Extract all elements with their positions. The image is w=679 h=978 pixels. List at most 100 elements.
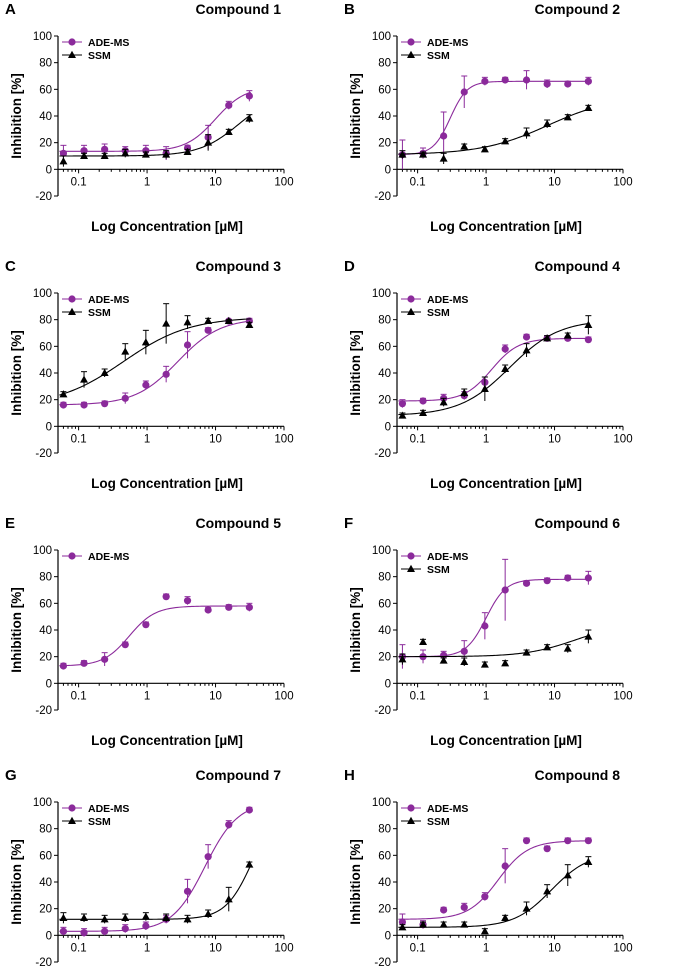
data-point bbox=[162, 913, 171, 921]
y-tick-label: 80 bbox=[39, 315, 52, 327]
legend-item-ssm: SSM bbox=[401, 50, 450, 62]
data-point bbox=[101, 927, 109, 935]
fit-curve-ade-ms bbox=[59, 809, 251, 932]
data-point bbox=[204, 316, 213, 324]
panel-title: Compound 8 bbox=[534, 767, 620, 783]
data-point bbox=[141, 150, 150, 158]
legend-label: SSM bbox=[88, 816, 111, 828]
data-point bbox=[439, 154, 448, 162]
data-point bbox=[460, 647, 468, 655]
data-point bbox=[204, 326, 212, 334]
y-tick-label: -20 bbox=[35, 448, 52, 460]
y-tick-label: 60 bbox=[378, 84, 391, 96]
y-tick-label: 0 bbox=[385, 678, 391, 690]
data-point bbox=[543, 643, 552, 651]
series-ade-ms bbox=[398, 837, 592, 930]
data-point bbox=[183, 597, 192, 605]
legend-marker bbox=[407, 804, 415, 812]
x-tick-label: 1 bbox=[144, 690, 150, 702]
y-tick-label: -20 bbox=[374, 191, 391, 203]
chart-panel-f: F Compound 6 -20 0 20 40 60 80 100 0.1 1 10 100 Log C… bbox=[344, 515, 633, 748]
fit-curve-ade-ms bbox=[59, 91, 251, 152]
data-point bbox=[398, 655, 407, 663]
data-point bbox=[419, 637, 428, 645]
y-axis-label: Inhibition [%] bbox=[348, 73, 363, 158]
data-point bbox=[501, 345, 509, 353]
x-tick-label: 0.1 bbox=[410, 690, 426, 702]
x-tick-label: 10 bbox=[548, 942, 561, 954]
data-point bbox=[501, 586, 509, 594]
data-point bbox=[480, 927, 489, 935]
legend-marker bbox=[407, 295, 415, 303]
data-point bbox=[481, 893, 489, 901]
data-point bbox=[543, 887, 552, 895]
legend-marker bbox=[407, 816, 415, 824]
x-tick-label: 0.1 bbox=[71, 176, 87, 188]
data-point bbox=[439, 920, 448, 928]
data-point bbox=[584, 320, 593, 328]
data-point bbox=[59, 913, 68, 921]
x-axis-label: Log Concentration [µM] bbox=[430, 733, 582, 748]
x-tick-label: 1 bbox=[144, 433, 150, 445]
legend-item-ade-ms: ADE-MS bbox=[62, 551, 129, 563]
data-point bbox=[59, 390, 68, 398]
fit-curve-ade-ms bbox=[398, 337, 590, 402]
legend-label: ADE-MS bbox=[88, 37, 129, 49]
data-point bbox=[121, 347, 130, 355]
series-ade-ms bbox=[59, 90, 253, 162]
data-point bbox=[481, 77, 489, 85]
x-tick-label: 1 bbox=[144, 942, 150, 954]
y-axis-label: Inhibition [%] bbox=[348, 587, 363, 672]
x-tick-label: 100 bbox=[274, 433, 293, 445]
y-axis-label: Inhibition [%] bbox=[9, 330, 24, 415]
y-tick-label: 100 bbox=[372, 545, 391, 557]
fit-curve-ssm bbox=[59, 114, 252, 157]
x-tick-label: 10 bbox=[209, 176, 222, 188]
data-point bbox=[563, 331, 572, 339]
data-point bbox=[204, 606, 212, 614]
data-point bbox=[480, 145, 489, 153]
panel-title: Compound 2 bbox=[534, 1, 620, 17]
data-point bbox=[80, 659, 88, 667]
data-point bbox=[245, 92, 253, 100]
legend-item-ade-ms: ADE-MS bbox=[401, 803, 468, 815]
legend-item-ssm: SSM bbox=[62, 307, 111, 319]
data-point bbox=[543, 577, 551, 585]
y-tick-label: 20 bbox=[39, 138, 52, 150]
data-point bbox=[80, 151, 89, 159]
y-tick-label: -20 bbox=[374, 448, 391, 460]
y-tick-label: 40 bbox=[378, 368, 391, 380]
data-point bbox=[398, 400, 407, 408]
data-point bbox=[584, 103, 593, 111]
legend-marker bbox=[68, 552, 76, 560]
chart-panel-e: E Compound 5 -20 0 20 40 60 80 100 0.1 1 10 100 Log C… bbox=[5, 515, 294, 748]
data-point bbox=[121, 149, 130, 157]
data-point bbox=[460, 142, 469, 150]
y-tick-label: 40 bbox=[39, 625, 52, 637]
data-point bbox=[563, 113, 572, 121]
data-point bbox=[543, 80, 551, 88]
y-tick-label: 40 bbox=[378, 111, 391, 123]
data-point bbox=[522, 579, 531, 587]
legend-label: ADE-MS bbox=[88, 803, 129, 815]
legend-marker bbox=[407, 552, 415, 560]
legend-item-ssm: SSM bbox=[401, 816, 450, 828]
data-point bbox=[419, 920, 428, 928]
y-tick-label: 20 bbox=[378, 138, 391, 150]
panel-letter: E bbox=[5, 515, 15, 532]
y-tick-label: 60 bbox=[39, 84, 52, 96]
data-point bbox=[522, 333, 531, 341]
x-tick-label: 100 bbox=[613, 433, 632, 445]
y-tick-label: 100 bbox=[33, 31, 52, 43]
legend-label: SSM bbox=[88, 50, 111, 62]
y-tick-label: 80 bbox=[378, 572, 391, 584]
data-point bbox=[245, 860, 254, 868]
data-point bbox=[543, 119, 552, 127]
panel-title: Compound 3 bbox=[195, 258, 281, 274]
y-tick-label: 0 bbox=[46, 678, 52, 690]
legend-item-ssm: SSM bbox=[62, 50, 111, 62]
x-axis-label: Log Concentration [µM] bbox=[91, 219, 243, 234]
x-tick-label: 1 bbox=[144, 176, 150, 188]
y-tick-label: 60 bbox=[39, 850, 52, 862]
panel-letter: F bbox=[344, 515, 353, 532]
